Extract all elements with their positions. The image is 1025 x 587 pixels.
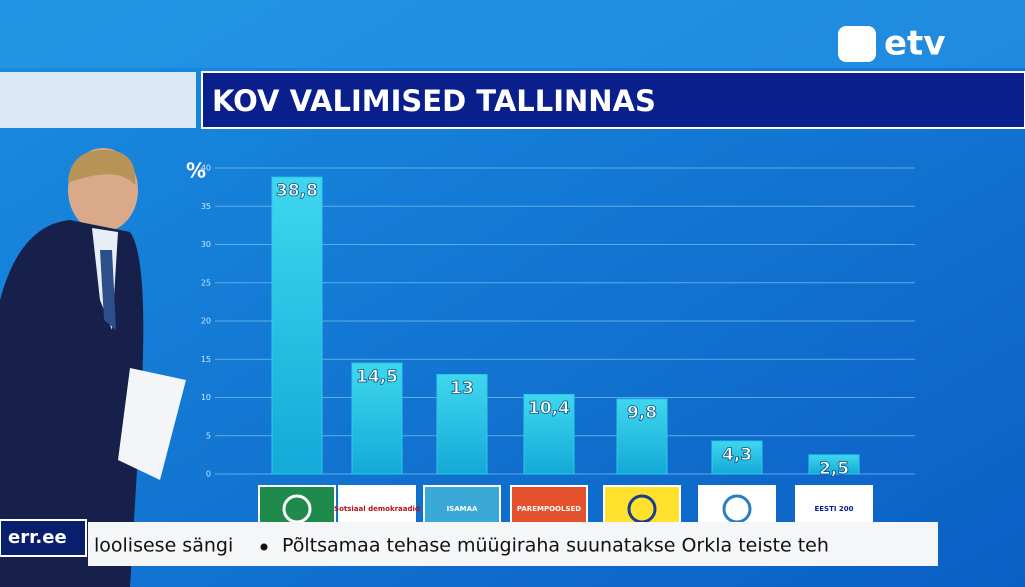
bar [271, 176, 323, 475]
x-tick-label: PAREMPOOLSED [517, 505, 581, 513]
ticker-item: loolisese sängi [94, 535, 233, 557]
bar [351, 362, 403, 475]
value-label: 9,8 [627, 403, 657, 423]
y-axis-label: % [186, 159, 206, 183]
chart-title: KOV VALIMISED TALLINNAS [212, 84, 656, 118]
title-left-strip [0, 72, 196, 128]
ticker-separator [260, 543, 268, 551]
title-bar [201, 71, 1025, 129]
value-label: 14,5 [356, 367, 398, 387]
y-tick-label: 35 [201, 202, 211, 211]
value-label: 13 [450, 379, 474, 399]
y-tick-label: 10 [201, 393, 211, 402]
y-tick-label: 0 [206, 470, 211, 479]
bar [523, 393, 575, 475]
bar [808, 454, 860, 475]
x-tick-label: Sotsiaal demokraadid [334, 505, 420, 513]
x-tick-label: EESTI 200 [814, 505, 853, 513]
y-tick-label: 30 [201, 240, 211, 249]
value-label: 38,8 [276, 181, 318, 201]
value-label: 4,3 [722, 445, 752, 465]
bar [436, 374, 488, 475]
x-tick-label: ISAMAA [447, 505, 478, 513]
y-tick-label: 40 [201, 164, 211, 173]
bar [711, 440, 763, 475]
y-tick-label: 25 [201, 278, 211, 287]
value-label: 10,4 [528, 398, 570, 418]
channel-logo: etv [884, 24, 945, 64]
site-label: err.ee [8, 527, 67, 548]
presenter [0, 148, 186, 587]
bar [616, 398, 668, 475]
site-box [0, 519, 87, 557]
ticker-item: Põltsamaa tehase müügiraha suunatakse Or… [282, 535, 829, 557]
ticker-bar [88, 522, 938, 566]
y-tick-label: 15 [201, 355, 211, 364]
value-label: 2,5 [819, 459, 849, 479]
y-tick-label: 5 [206, 431, 211, 440]
y-tick-label: 20 [201, 317, 211, 326]
channel-icon [838, 26, 876, 62]
